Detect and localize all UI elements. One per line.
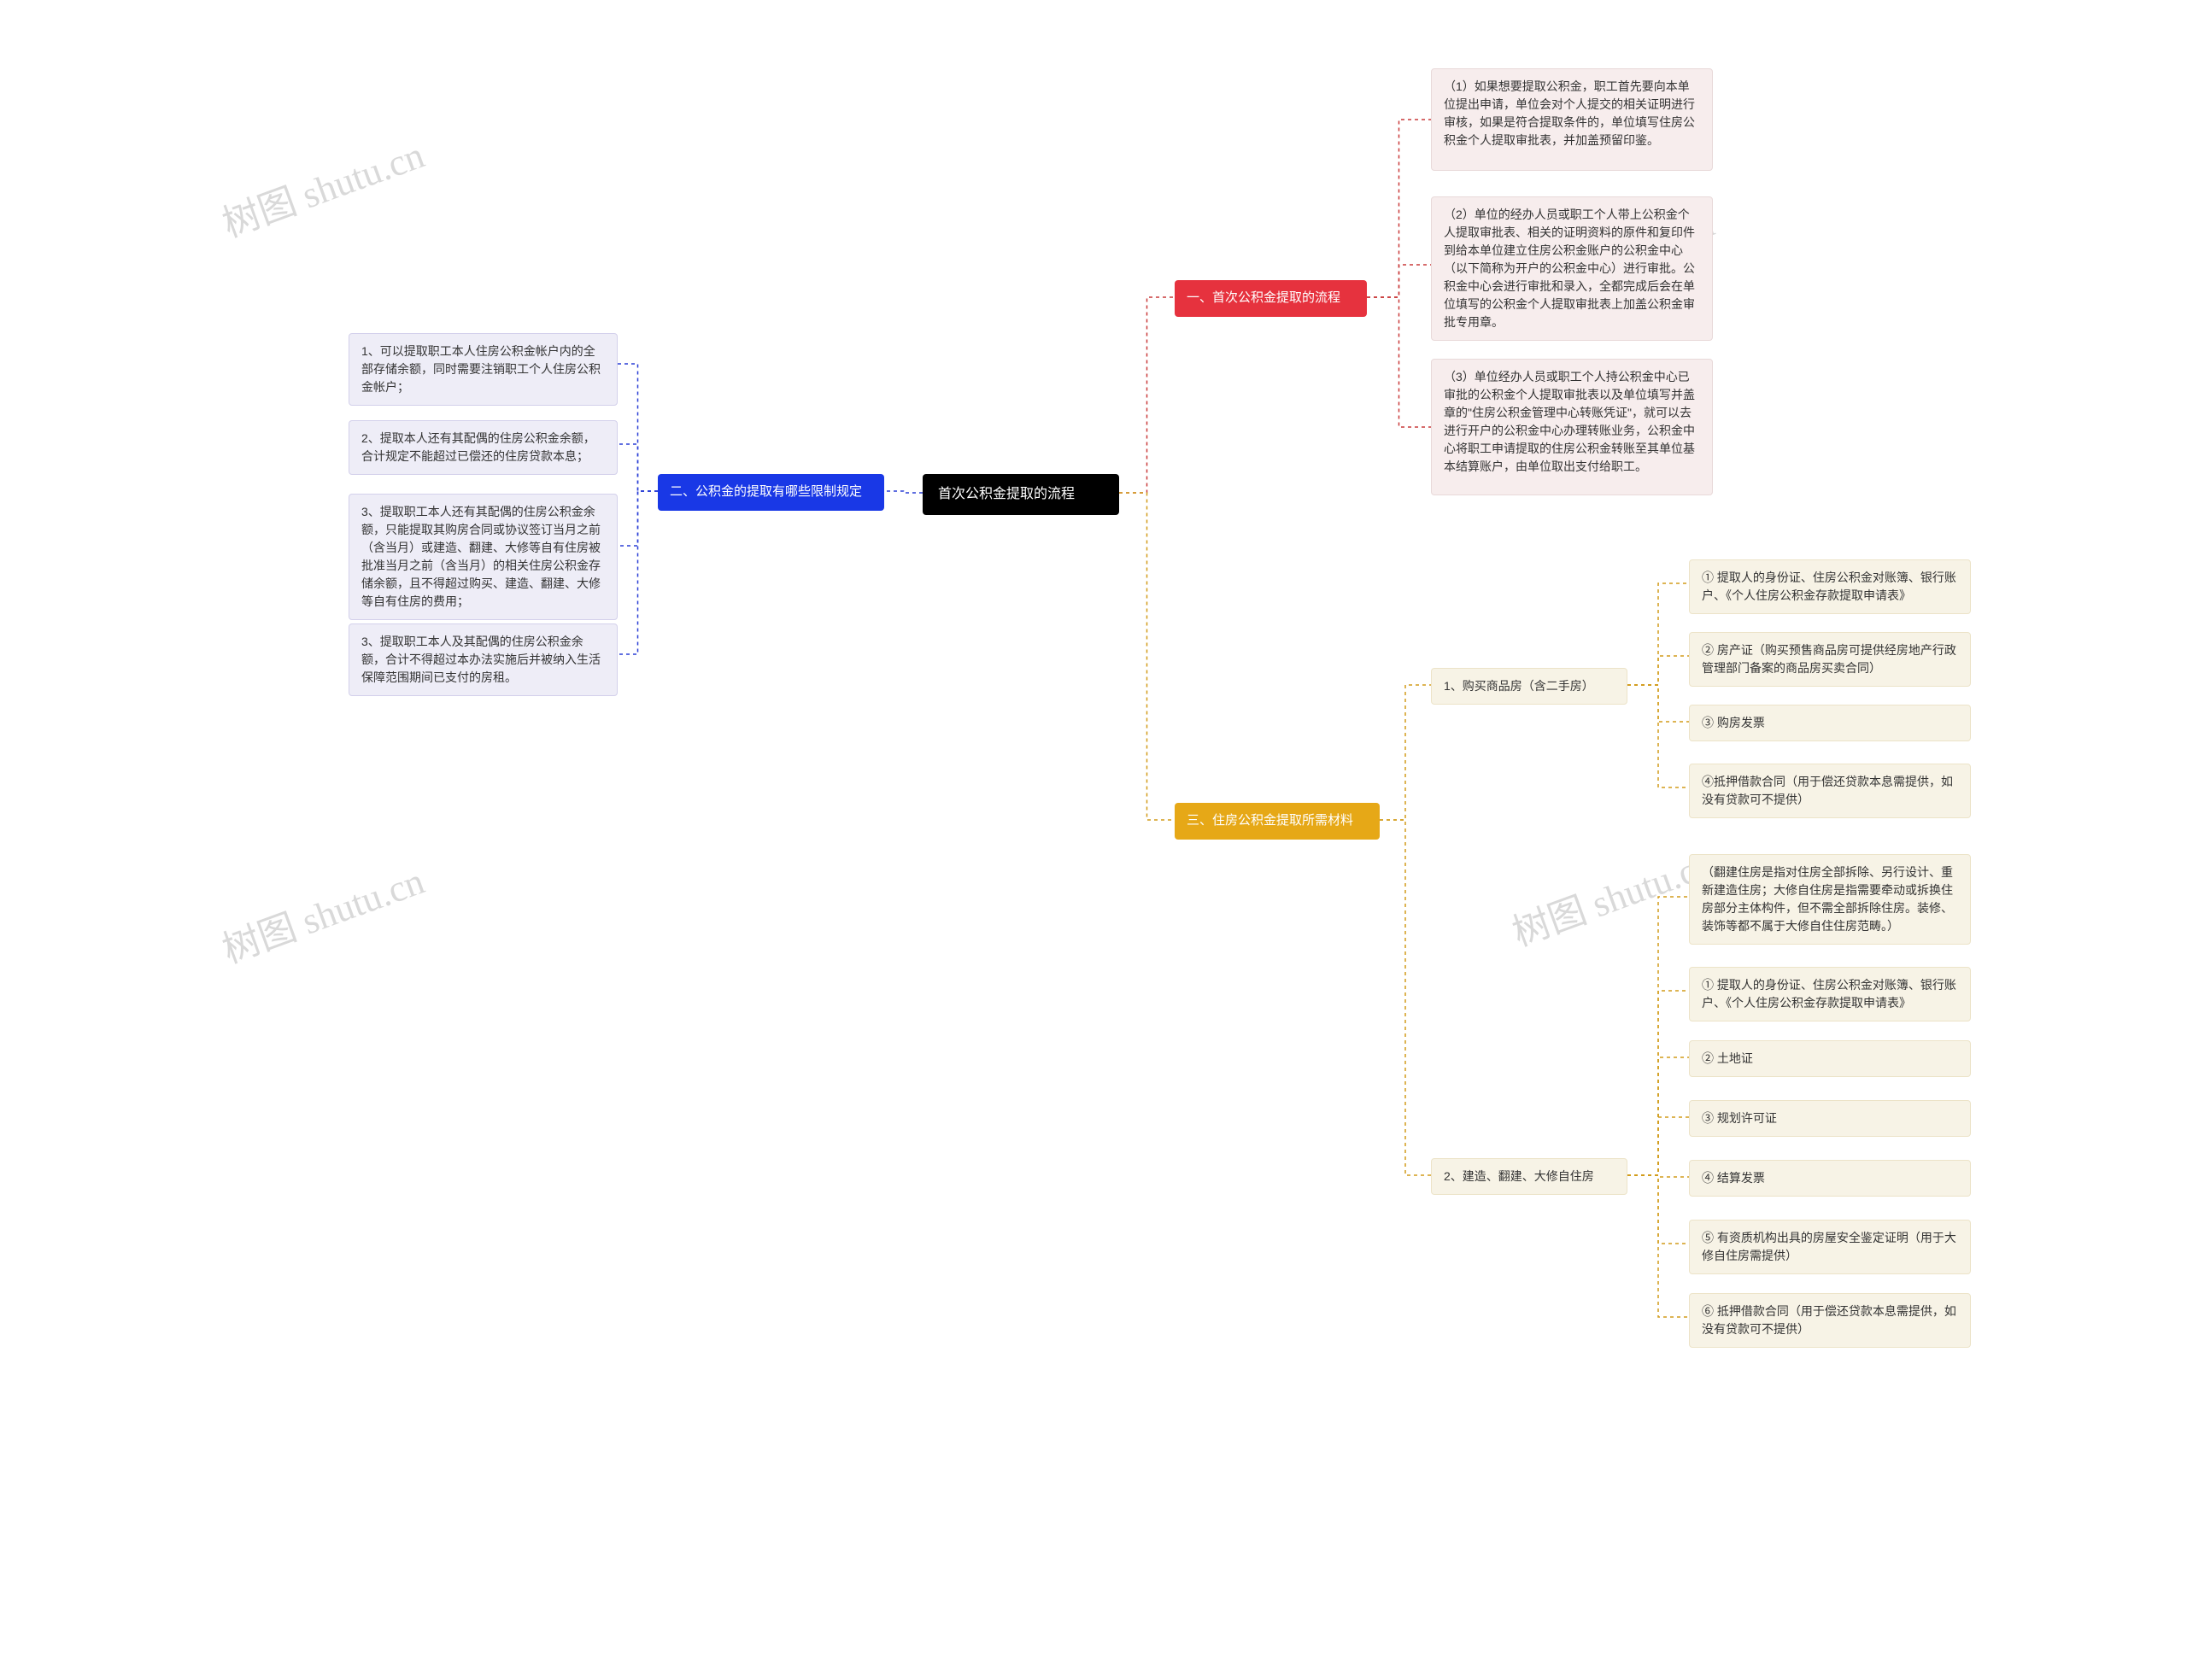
root-node: 首次公积金提取的流程 (923, 474, 1119, 515)
connector-layer (0, 0, 2187, 1680)
leaf-b2-1: 2、提取本人还有其配偶的住房公积金余额，合计规定不能超过已偿还的住房贷款本息； (349, 420, 618, 475)
leaf-b3-1-3: ③ 规划许可证 (1689, 1100, 1971, 1137)
leaf-b1-0: （1）如果想要提取公积金，职工首先要向本单位提出申请，单位会对个人提交的相关证明… (1431, 68, 1713, 171)
leaf-b3-0: 1、购买商品房（含二手房） (1431, 668, 1627, 705)
leaf-b3-1-1: ① 提取人的身份证、住房公积金对账簿、银行账户、《个人住房公积金存款提取申请表》 (1689, 967, 1971, 1021)
watermark: 树图 shutu.cn (214, 851, 431, 975)
watermark: 树图 shutu.cn (214, 125, 431, 249)
leaf-b3-1-6: ⑥ 抵押借款合同（用于偿还贷款本息需提供，如没有贷款可不提供） (1689, 1293, 1971, 1348)
watermark: 树图 shutu.cn (1504, 834, 1721, 957)
leaf-b2-2: 3、提取职工本人还有其配偶的住房公积金余额，只能提取其购房合同或协议签订当月之前… (349, 494, 618, 620)
leaf-b3-1-5: ⑤ 有资质机构出具的房屋安全鉴定证明（用于大修自住房需提供） (1689, 1220, 1971, 1274)
leaf-b2-3: 3、提取职工本人及其配偶的住房公积金余额，合计不得超过本办法实施后并被纳入生活保… (349, 623, 618, 696)
branch-b1: 一、首次公积金提取的流程 (1175, 280, 1367, 317)
leaf-b2-0: 1、可以提取职工本人住房公积金帐户内的全部存储余额，同时需要注销职工个人住房公积… (349, 333, 618, 406)
leaf-b3-1-4: ④ 结算发票 (1689, 1160, 1971, 1197)
leaf-b3-1-0: （翻建住房是指对住房全部拆除、另行设计、重新建造住房；大修自住房是指需要牵动或拆… (1689, 854, 1971, 945)
leaf-b1-1: （2）单位的经办人员或职工个人带上公积金个人提取审批表、相关的证明资料的原件和复… (1431, 196, 1713, 341)
leaf-b3-0-2: ③ 购房发票 (1689, 705, 1971, 741)
branch-b2: 二、公积金的提取有哪些限制规定 (658, 474, 884, 511)
leaf-b3-1-2: ② 土地证 (1689, 1040, 1971, 1077)
leaf-b1-2: （3）单位经办人员或职工个人持公积金中心已审批的公积金个人提取审批表以及单位填写… (1431, 359, 1713, 495)
leaf-b3-1: 2、建造、翻建、大修自住房 (1431, 1158, 1627, 1195)
branch-b3: 三、住房公积金提取所需材料 (1175, 803, 1380, 840)
leaf-b3-0-3: ④抵押借款合同（用于偿还贷款本息需提供，如没有贷款可不提供） (1689, 764, 1971, 818)
leaf-b3-0-1: ② 房产证（购买预售商品房可提供经房地产行政管理部门备案的商品房买卖合同） (1689, 632, 1971, 687)
leaf-b3-0-0: ① 提取人的身份证、住房公积金对账簿、银行账户、《个人住房公积金存款提取申请表》 (1689, 559, 1971, 614)
